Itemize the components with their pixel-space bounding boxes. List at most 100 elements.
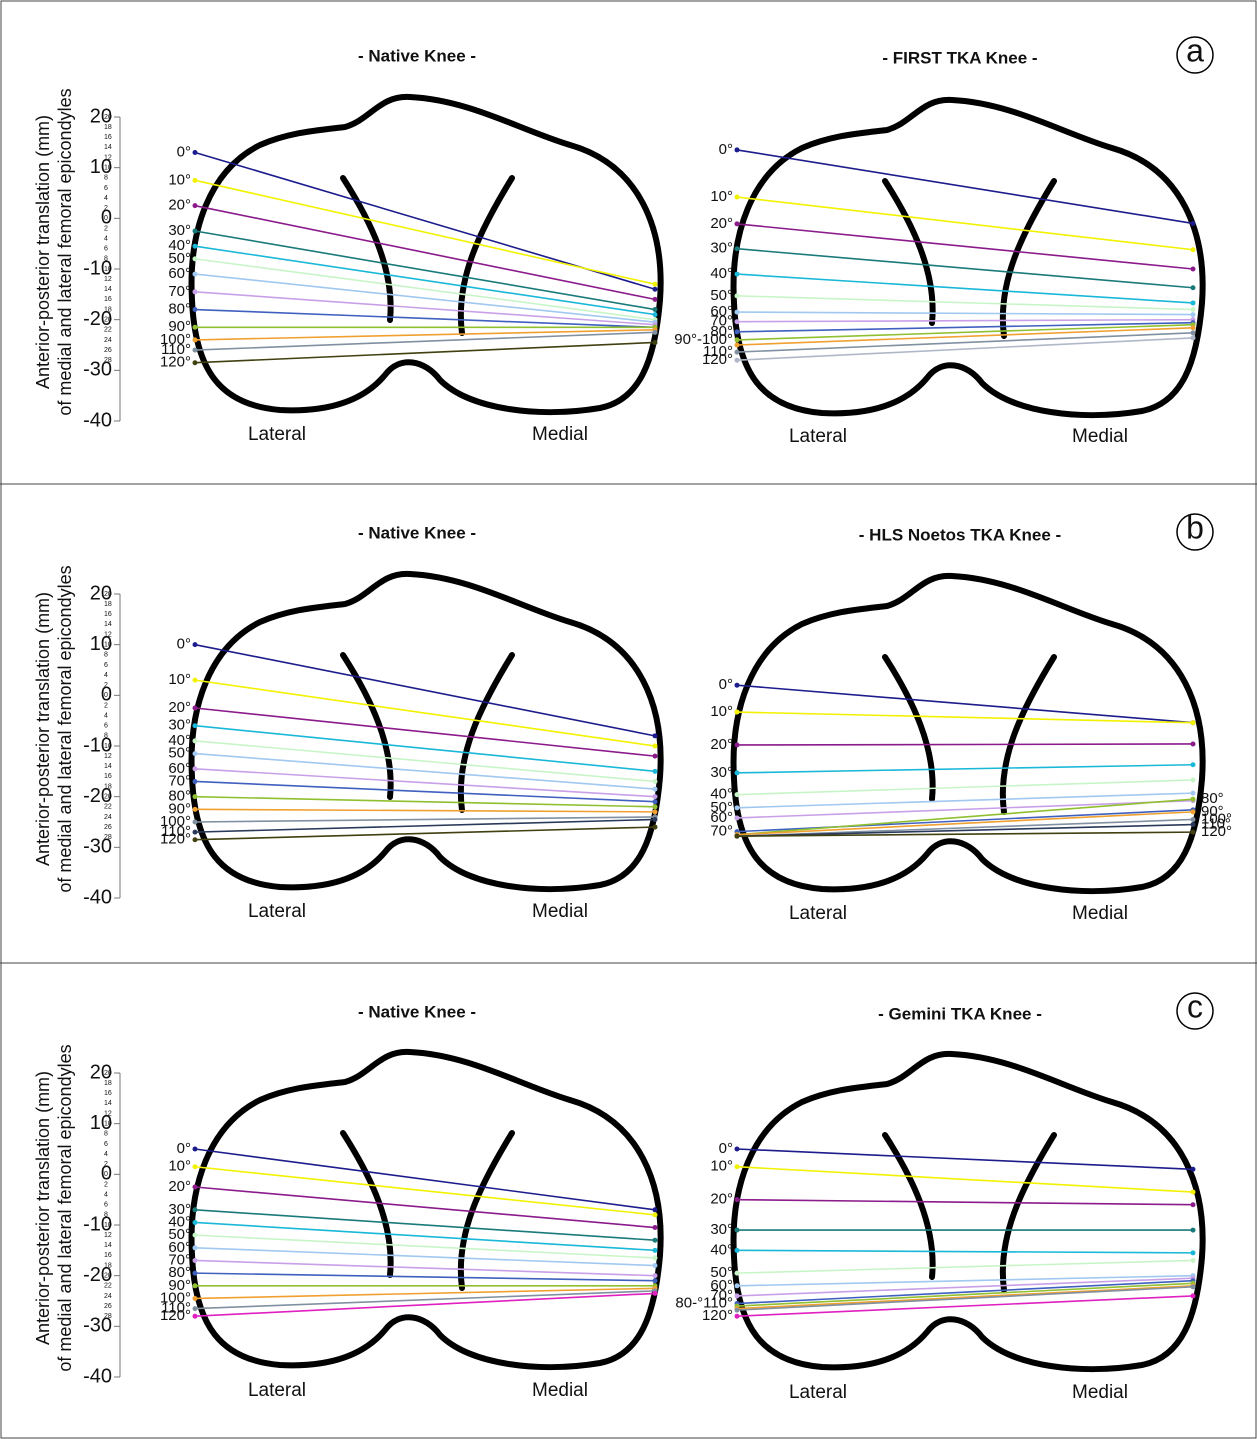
minor-y-tick-label: 28: [104, 357, 112, 364]
line-end: [193, 1258, 198, 1263]
line-end: [653, 282, 658, 287]
angle-line: [737, 780, 1193, 795]
line-end: [735, 221, 740, 226]
minor-y-tick-label: 2: [104, 702, 108, 709]
minor-y-tick-label: 16: [104, 1252, 112, 1259]
minor-y-tick-label: 10: [104, 642, 112, 649]
angle-label: 30°: [710, 240, 733, 257]
minor-y-tick-label: 4: [104, 235, 108, 242]
minor-y-tick-label: 16: [104, 611, 112, 618]
line-end: [1191, 285, 1196, 290]
minor-y-tick-label: 2: [104, 205, 108, 212]
angle-line: [195, 809, 655, 812]
line-end: [735, 834, 740, 839]
angle-label: 120°: [160, 831, 191, 848]
angle-line: [737, 224, 1193, 269]
x-category-label: Medial: [1072, 426, 1128, 447]
minor-y-tick-label: 14: [104, 763, 112, 770]
minor-y-tick-label: 2: [104, 1161, 108, 1168]
line-end: [193, 1296, 198, 1301]
line-end: [193, 1233, 198, 1238]
angle-line: [195, 741, 655, 782]
panel-letter: b: [1186, 509, 1204, 545]
angle-label: 10°: [168, 1158, 191, 1175]
minor-y-tick-label: 14: [104, 621, 112, 628]
angle-label: 10°: [710, 1158, 733, 1175]
line-end: [653, 1225, 658, 1230]
angle-label: 20°: [710, 736, 733, 753]
minor-y-tick-label: 6: [104, 1141, 108, 1148]
y-axis-label: Anterior-posterior translation (mm): [33, 592, 53, 866]
minor-y-tick-label: 10: [104, 743, 112, 750]
minor-y-tick-label: 26: [104, 347, 112, 354]
line-end: [653, 330, 658, 335]
angle-line: [737, 1167, 1193, 1192]
line-end: [653, 754, 658, 759]
line-end: [193, 1147, 198, 1152]
line-end: [193, 1220, 198, 1225]
panel-letter: a: [1186, 32, 1204, 68]
y-tick-label: -40: [83, 409, 112, 431]
line-end: [193, 678, 198, 683]
line-end: [735, 1147, 740, 1152]
line-end: [193, 1283, 198, 1288]
knee-outline: [734, 100, 1203, 415]
minor-y-tick-label: 22: [104, 327, 112, 334]
x-category-label: Lateral: [248, 1380, 306, 1401]
minor-y-tick-label: 10: [104, 1121, 112, 1128]
line-end: [735, 310, 740, 315]
line-end: [735, 195, 740, 200]
line-end: [735, 770, 740, 775]
minor-y-tick-label: 10: [104, 1222, 112, 1229]
minor-y-tick-label: 14: [104, 1100, 112, 1107]
line-end: [1191, 720, 1196, 725]
minor-y-tick-label: 18: [104, 306, 112, 313]
line-end: [1191, 335, 1196, 340]
minor-y-tick-label: 20: [104, 1273, 112, 1280]
x-category-label: Lateral: [789, 1382, 847, 1403]
line-end: [653, 769, 658, 774]
minor-y-tick-label: 22: [104, 1283, 112, 1290]
line-end: [735, 1164, 740, 1169]
line-end: [735, 1197, 740, 1202]
line-end: [193, 360, 198, 365]
line-end: [653, 787, 658, 792]
angle-label: 40°: [710, 1241, 733, 1258]
angle-label: 120°: [702, 351, 733, 368]
line-end: [735, 792, 740, 797]
line-end: [653, 287, 658, 292]
line-end: [1191, 741, 1196, 746]
minor-y-tick-label: 6: [104, 662, 108, 669]
line-end: [735, 1271, 740, 1276]
line-end: [653, 1248, 658, 1253]
minor-y-tick-label: 2: [104, 225, 108, 232]
line-end: [193, 723, 198, 728]
line-end: [735, 343, 740, 348]
minor-y-tick-label: 16: [104, 1090, 112, 1097]
minor-y-tick-label: 4: [104, 672, 108, 679]
minor-y-tick-label: 4: [104, 712, 108, 719]
minor-y-tick-label: 28: [104, 1313, 112, 1320]
angle-label: 0°: [177, 1140, 191, 1157]
line-end: [193, 807, 198, 812]
angle-label: 40°: [710, 265, 733, 282]
line-end: [193, 642, 198, 647]
line-end: [735, 319, 740, 324]
angle-line: [195, 1273, 655, 1281]
angle-label: 20°: [168, 197, 191, 214]
minor-y-tick-label: 22: [104, 804, 112, 811]
y-axis-label: of medial and lateral femoral epicondyle…: [55, 88, 75, 415]
minor-y-tick-label: 26: [104, 824, 112, 831]
line-end: [193, 706, 198, 711]
minor-y-tick-label: 18: [104, 124, 112, 131]
angle-label: 10°: [168, 171, 191, 188]
line-end: [735, 683, 740, 688]
minor-y-tick-label: 12: [104, 154, 112, 161]
x-category-label: Medial: [1072, 1382, 1128, 1403]
line-end: [735, 1228, 740, 1233]
line-end: [1191, 1258, 1196, 1263]
line-end: [653, 1291, 658, 1296]
line-end: [1191, 777, 1196, 782]
minor-y-tick-label: 20: [104, 114, 112, 121]
angle-line: [737, 799, 1193, 834]
